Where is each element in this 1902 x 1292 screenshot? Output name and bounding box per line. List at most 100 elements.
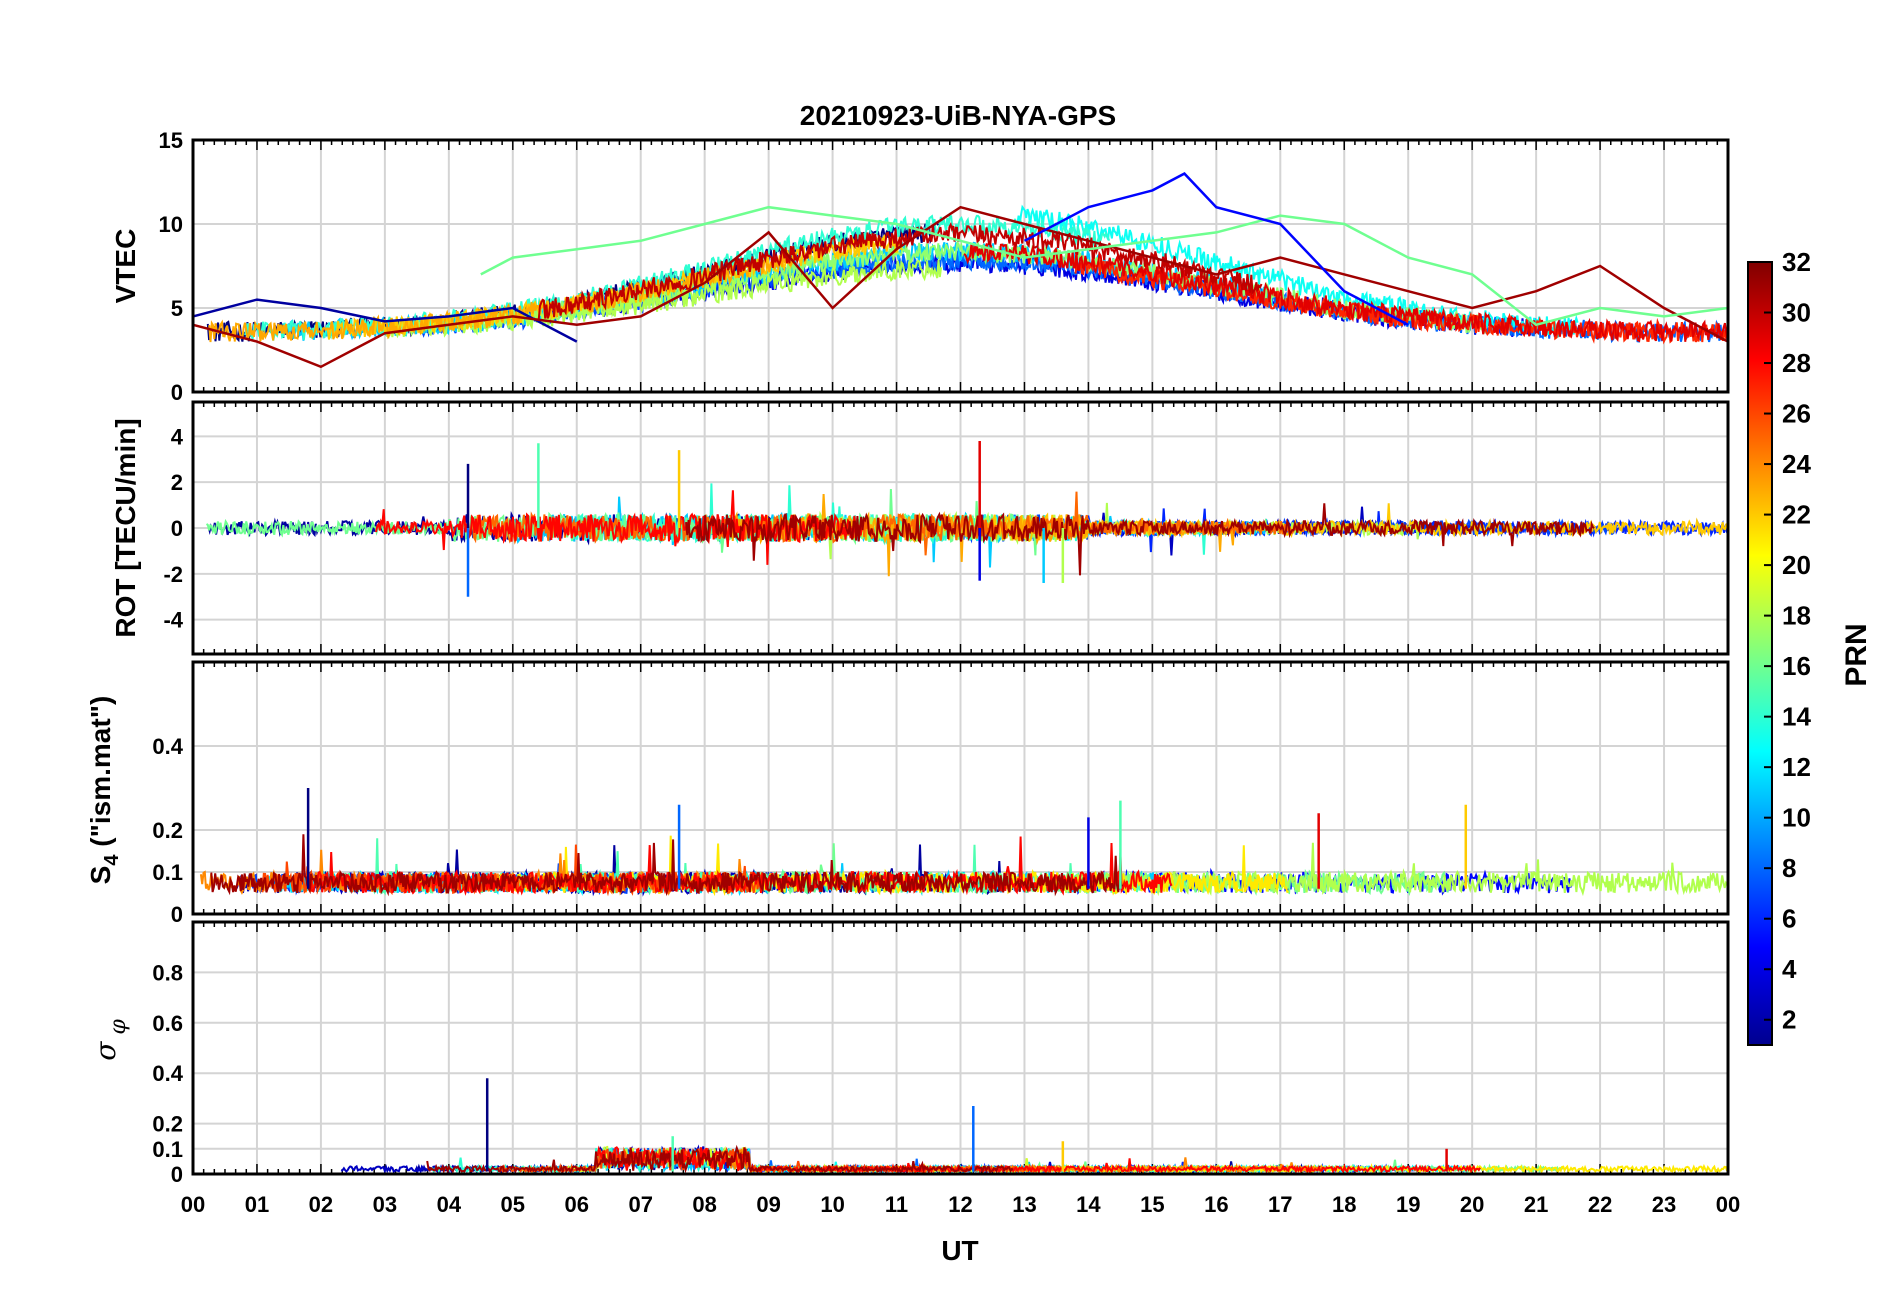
xtick-label: 02	[309, 1192, 333, 1217]
panel-sigma-phi: 00.10.2 0.4 0.6 0.8 σ φ	[89, 920, 1730, 1187]
xtick-label: 01	[245, 1192, 269, 1217]
xtick-label: 19	[1396, 1192, 1420, 1217]
series-line-prn	[963, 242, 1729, 343]
s4-ylabel: S4 ("ism.mat")	[85, 696, 123, 885]
ytick-label: 0.4	[152, 734, 183, 759]
ytick-label: 0.6	[152, 1011, 183, 1036]
ytick-label: 0	[171, 516, 183, 541]
xtick-label: 09	[756, 1192, 780, 1217]
colorbar-gradient	[1747, 261, 1773, 1046]
ytick-label: 0.1	[152, 1137, 183, 1162]
ytick-label: 0.2	[152, 1112, 183, 1137]
colorbar-tick-label: 8	[1782, 853, 1796, 883]
sigma-series	[340, 1078, 1729, 1176]
series-line-prn	[1015, 204, 1579, 339]
colorbar-tick-label: 32	[1782, 247, 1811, 277]
series-line-prn	[208, 250, 797, 343]
s4-axes-box	[191, 660, 1730, 916]
x-tick-labels: 00 01 02 03 04 05 06 07 08 09 10 11 12 13 14 15 16 17 18 19…	[181, 1192, 1740, 1217]
vtec-axes-box	[191, 138, 1730, 394]
colorbar-tick-label: 2	[1782, 1005, 1796, 1035]
s4-ylabel-rest: ("ism.mat")	[85, 696, 116, 855]
xtick-label: 11	[885, 1192, 908, 1217]
colorbar-tick-label: 26	[1782, 399, 1811, 429]
xtick-label: 04	[437, 1192, 462, 1217]
vtec-ytick-labels: 0 5 10 15	[159, 128, 183, 405]
chart-title: 20210923-UiB-NYA-GPS	[800, 100, 1116, 131]
ytick-label: 2	[171, 470, 183, 495]
xtick-label: 22	[1588, 1192, 1612, 1217]
ytick-label: 0.8	[152, 960, 183, 985]
ytick-label: 0	[171, 902, 183, 927]
ytick-label: 0	[171, 380, 183, 405]
ytick-label: 0	[171, 1162, 183, 1187]
xtick-label: 06	[565, 1192, 589, 1217]
xtick-label: 07	[628, 1192, 652, 1217]
colorbar-tick-label: 18	[1782, 601, 1811, 631]
sigma-ylabel: σ φ	[89, 1019, 131, 1061]
series-line-prn	[498, 1146, 1063, 1175]
sigma-ytick-labels: 00.10.2 0.4 0.6 0.8	[152, 960, 183, 1187]
xtick-label: 21	[1524, 1192, 1548, 1217]
xtick-label: 03	[373, 1192, 397, 1217]
sigma-ylabel-sigma: σ	[89, 1041, 122, 1061]
xtick-label: 14	[1076, 1192, 1101, 1217]
series-line-prn-31	[192, 205, 1729, 369]
s4-grid	[192, 662, 1729, 915]
rot-series	[205, 440, 1729, 597]
colorbar-tick-label: 4	[1782, 954, 1797, 984]
series-line-prn-16	[480, 205, 1729, 327]
series-line-prn	[537, 222, 1263, 319]
ytick-label: -4	[163, 608, 183, 633]
colorbar-tick-label: 20	[1782, 550, 1811, 580]
xtick-label: 20	[1460, 1192, 1484, 1217]
rot-ytick-labels: -4 -2 0 2 4	[163, 424, 183, 632]
ytick-label: -2	[163, 562, 183, 587]
colorbar-tick-label: 12	[1782, 752, 1811, 782]
colorbar-tick-label: 10	[1782, 803, 1811, 833]
s4-ytick-labels: 0 0.1 0.2 0.4	[152, 734, 183, 927]
s4-series	[199, 788, 1729, 897]
panel-s4: 0 0.1 0.2 0.4 S4 ("ism.mat")	[85, 660, 1730, 927]
ytick-label: 15	[159, 128, 183, 153]
panel-rot: -4 -2 0 2 4 ROT [TECU/min]	[110, 400, 1730, 656]
colorbar-tick-label: 24	[1782, 449, 1811, 479]
series-line-prn	[210, 834, 1124, 897]
xtick-label: 17	[1268, 1192, 1292, 1217]
rot-ylabel: ROT [TECU/min]	[110, 418, 141, 637]
ytick-label: 4	[171, 424, 184, 449]
series-line-prn	[426, 1144, 1014, 1175]
xtick-label: 10	[820, 1192, 844, 1217]
xtick-label: 00	[1716, 1192, 1740, 1217]
ytick-label: 0.4	[152, 1061, 183, 1086]
rot-axes-box	[191, 400, 1730, 656]
x-axis-label: UT	[941, 1235, 978, 1266]
series-line-prn	[1065, 842, 1729, 897]
colorbar-tick-label: 14	[1782, 702, 1811, 732]
xtick-label: 18	[1332, 1192, 1356, 1217]
colorbar-label: PRN	[1840, 623, 1873, 686]
colorbar-tick-label: 16	[1782, 651, 1811, 681]
sigma-axes-box	[191, 920, 1730, 1176]
xtick-label: 05	[501, 1192, 525, 1217]
sigma-grid	[192, 922, 1729, 1175]
sigma-ylabel-sub: φ	[106, 1019, 131, 1042]
ytick-label: 5	[171, 296, 183, 321]
xtick-label: 16	[1204, 1192, 1228, 1217]
xtick-label: 08	[692, 1192, 716, 1217]
s4-ylabel-s: S	[85, 866, 116, 885]
colorbar-tick-label: 30	[1782, 298, 1811, 328]
xtick-label: 00	[181, 1192, 205, 1217]
vtec-ylabel: VTEC	[110, 229, 141, 304]
s4-ylabel-sub: 4	[101, 854, 123, 866]
series-line-prn-2	[192, 298, 578, 343]
ytick-label: 0.2	[152, 818, 183, 843]
vtec-series	[192, 172, 1729, 369]
xtick-label: 12	[948, 1192, 972, 1217]
xtick-label: 15	[1140, 1192, 1164, 1217]
ytick-label: 0.1	[152, 860, 183, 885]
colorbar-tick-label: 28	[1782, 348, 1811, 378]
series-line-prn	[685, 503, 1595, 576]
